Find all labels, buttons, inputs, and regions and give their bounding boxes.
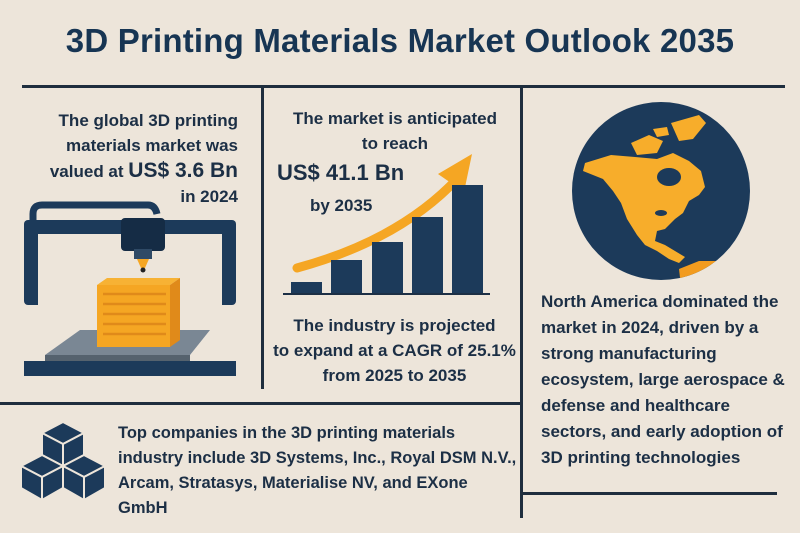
companies-text: Top companies in the 3D printing materia… xyxy=(118,424,517,517)
cagr-text: The industry is projected to expand at a… xyxy=(262,313,527,388)
page-title: 3D Printing Materials Market Outlook 203… xyxy=(65,22,735,59)
forecast-text: The market is anticipated to reach xyxy=(275,106,515,156)
market-value-prefix: valued at xyxy=(49,162,124,181)
market-value-year: in 2024 xyxy=(180,187,238,206)
forecast-value-2035: US$ 41.1 Bn xyxy=(277,160,405,185)
stacked-cubes-icon xyxy=(20,421,106,501)
growth-bar-chart-icon xyxy=(283,154,490,295)
globe-north-america-icon xyxy=(572,102,750,280)
cagr-line-3: from 2025 to 2035 xyxy=(322,366,467,385)
divider-col-1 xyxy=(261,86,264,389)
cagr-line-2: to expand at a CAGR of 25.1% xyxy=(273,341,516,360)
divider-bottom-left xyxy=(0,402,521,405)
market-value-text: The global 3D printing materials market … xyxy=(20,108,238,209)
divider-top xyxy=(22,85,785,88)
forecast-line-2: to reach xyxy=(361,134,429,153)
market-value-line-1: The global 3D printing xyxy=(58,111,238,130)
divider-col-2 xyxy=(520,86,523,518)
cagr-line-1: The industry is projected xyxy=(293,316,496,335)
forecast-year: by 2035 xyxy=(310,196,373,215)
printed-part-icon xyxy=(24,278,236,376)
divider-bottom-right xyxy=(521,492,777,495)
market-value-line-2: materials market was xyxy=(66,136,238,155)
forecast-line-1: The market is anticipated xyxy=(292,109,498,128)
market-value-2024: US$ 3.6 Bn xyxy=(128,159,238,182)
region-text: North America dominated the market in 20… xyxy=(541,292,785,467)
